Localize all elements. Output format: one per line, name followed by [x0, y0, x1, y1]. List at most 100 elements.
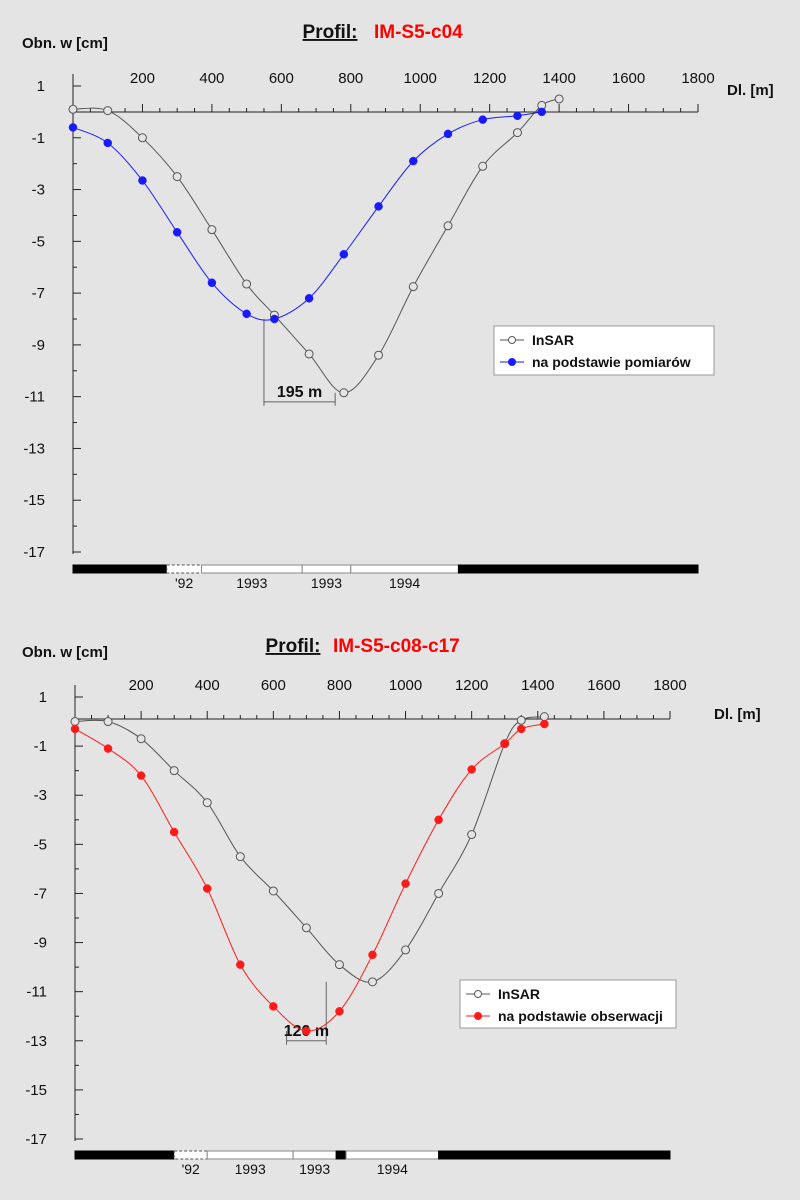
period-label: '92	[182, 1161, 200, 1177]
x-tick-label: 200	[129, 677, 154, 694]
data-point	[335, 1007, 344, 1016]
data-point	[434, 888, 444, 898]
data-point	[103, 106, 113, 116]
x-tick-label: 600	[269, 70, 294, 87]
series-line-2	[72, 111, 542, 321]
data-point	[301, 923, 311, 933]
chart-1: 200 400 600 800 1000 1200 1400 1600 1800 1 -1 -3 -5 -…	[23, 70, 714, 591]
data-point	[236, 960, 245, 969]
period-segment	[457, 564, 699, 574]
data-point	[68, 123, 78, 132]
data-point	[202, 798, 212, 808]
x-tick-label: 1000	[404, 70, 437, 87]
data-point	[103, 717, 113, 727]
data-point	[401, 879, 410, 888]
series-line-2	[74, 723, 545, 1032]
data-point	[235, 852, 245, 862]
series-line-1	[72, 98, 560, 394]
data-point	[70, 717, 80, 727]
legend-marker	[474, 1012, 482, 1020]
data-point	[304, 294, 314, 303]
x-tick-label: 1600	[612, 70, 645, 87]
legend-marker	[508, 358, 516, 366]
period-segment	[301, 564, 352, 574]
data-point	[467, 830, 477, 840]
period-label: 1993	[236, 575, 267, 591]
data-point	[242, 279, 252, 289]
data-point	[368, 977, 377, 987]
y-tick-label: -7	[32, 285, 45, 302]
chart-title-prefix: Profil:	[303, 22, 358, 43]
y-tick-label: -3	[34, 787, 47, 804]
x-tick-label: 1600	[587, 677, 620, 694]
period-segment	[166, 564, 202, 574]
x-tick-label: 1800	[653, 677, 686, 694]
period-segment	[335, 1150, 347, 1160]
data-point	[270, 314, 279, 324]
y-tick-label: -9	[34, 935, 47, 952]
data-point	[443, 221, 453, 231]
period-segment	[173, 1150, 208, 1160]
y-axis-label: Obn. w [cm]	[22, 644, 108, 661]
y-tick-label: -13	[23, 440, 45, 457]
data-point	[242, 309, 251, 319]
period-segment	[292, 1150, 337, 1160]
data-point	[207, 278, 217, 288]
data-point	[500, 739, 509, 748]
chart-title-prefix: Profil:	[266, 636, 321, 657]
data-point	[207, 225, 217, 235]
x-tick-label: 800	[338, 70, 363, 87]
period-label: 1993	[299, 1161, 330, 1177]
data-point	[169, 827, 179, 837]
period-segment	[200, 564, 303, 574]
x-tick-label: 600	[261, 677, 286, 694]
data-point	[409, 156, 418, 166]
data-point	[374, 350, 384, 360]
data-point	[269, 1002, 278, 1011]
data-point	[138, 176, 147, 185]
period-label: 1994	[389, 575, 420, 591]
y-tick-label: 1	[37, 78, 45, 95]
x-tick-label: 1400	[542, 70, 575, 87]
y-tick-label: -5	[34, 836, 47, 853]
data-point	[136, 734, 146, 744]
period-segment	[74, 1150, 175, 1160]
data-point	[103, 744, 113, 753]
x-tick-label: 200	[130, 70, 155, 87]
data-point	[539, 712, 549, 722]
x-tick-label: 400	[199, 70, 224, 87]
data-point	[517, 724, 526, 734]
data-point	[478, 115, 487, 124]
x-tick-label: 1200	[473, 70, 506, 87]
data-point	[172, 228, 182, 237]
data-point	[70, 724, 80, 734]
y-tick-label: -11	[24, 389, 45, 406]
data-point	[408, 282, 418, 292]
chart-title-id: IM-S5-c04	[374, 22, 463, 43]
y-tick-label: -11	[26, 984, 47, 1001]
period-label: 1993	[235, 1161, 266, 1177]
annotation-label: 195 m	[277, 384, 322, 401]
data-point	[202, 884, 212, 893]
data-point	[136, 771, 146, 780]
x-tick-label: 800	[327, 677, 352, 694]
data-point	[268, 886, 278, 896]
y-tick-label: -5	[32, 233, 45, 250]
x-tick-label: 1800	[681, 70, 714, 87]
legend-marker	[474, 990, 482, 998]
legend-marker	[508, 336, 516, 344]
series-line-1	[74, 716, 545, 983]
x-tick-label: 1000	[389, 677, 422, 694]
y-tick-label: -9	[32, 337, 45, 354]
y-tick-label: -7	[34, 885, 47, 902]
data-point	[554, 94, 564, 104]
y-tick-label: -1	[32, 130, 45, 147]
plots: 200 400 600 800 1000 1200 1400 1600 1800 1 -1 -3 -5 -…	[23, 70, 714, 1177]
data-point	[516, 715, 526, 725]
data-point	[513, 111, 522, 121]
period-segment	[72, 564, 168, 574]
data-point	[172, 172, 182, 182]
y-tick-label: -17	[23, 544, 45, 561]
data-point	[374, 202, 383, 211]
